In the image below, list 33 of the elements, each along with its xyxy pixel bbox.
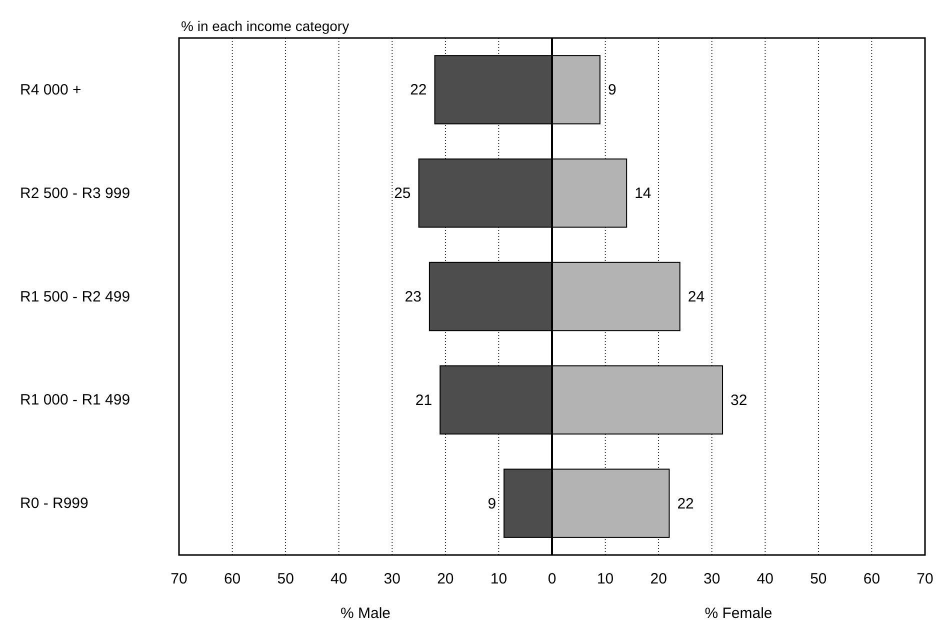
x-tick-label: 40	[756, 570, 774, 588]
x-tick-label: 70	[916, 570, 934, 588]
x-tick-label: 30	[384, 570, 400, 588]
x-tick-label: 40	[330, 570, 348, 588]
x-tick-label: 20	[650, 570, 667, 588]
data-label: 25	[394, 185, 411, 202]
data-label: 9	[608, 82, 616, 99]
x-tick-label: 0	[548, 570, 556, 588]
x-tick-label: 10	[490, 570, 508, 588]
x-tick-label: 20	[437, 570, 454, 588]
data-label: 23	[404, 288, 422, 306]
data-label: 22	[677, 495, 694, 512]
y-tick-label: R1 000 - R1 499	[20, 392, 130, 409]
x-tick-label: 30	[704, 570, 720, 588]
data-label: 9	[488, 495, 496, 512]
x-tick-label: 70	[170, 570, 188, 588]
y-tick-label: R2 500 - R3 999	[20, 184, 130, 202]
y-tick-label: R0 - R999	[20, 495, 88, 512]
x-tick-label: 50	[277, 570, 294, 588]
x-tick-label: 50	[810, 570, 827, 588]
y-tick-label: R4 000 +	[20, 82, 82, 98]
data-label: 24	[688, 288, 705, 306]
x-tick-label: 60	[863, 570, 880, 588]
x-tick-label: 10	[596, 570, 614, 588]
data-label: 21	[415, 392, 432, 409]
data-label: 32	[730, 392, 748, 409]
chart-title: % in each income category	[181, 18, 350, 34]
y-tick-label: R1 500 - R2 499	[20, 288, 130, 306]
x-tick-label: 60	[224, 570, 241, 588]
data-label: 14	[634, 185, 652, 202]
x-axis-title: % Male	[340, 605, 391, 622]
data-label: 22	[410, 82, 427, 99]
text: % Female	[704, 605, 772, 622]
